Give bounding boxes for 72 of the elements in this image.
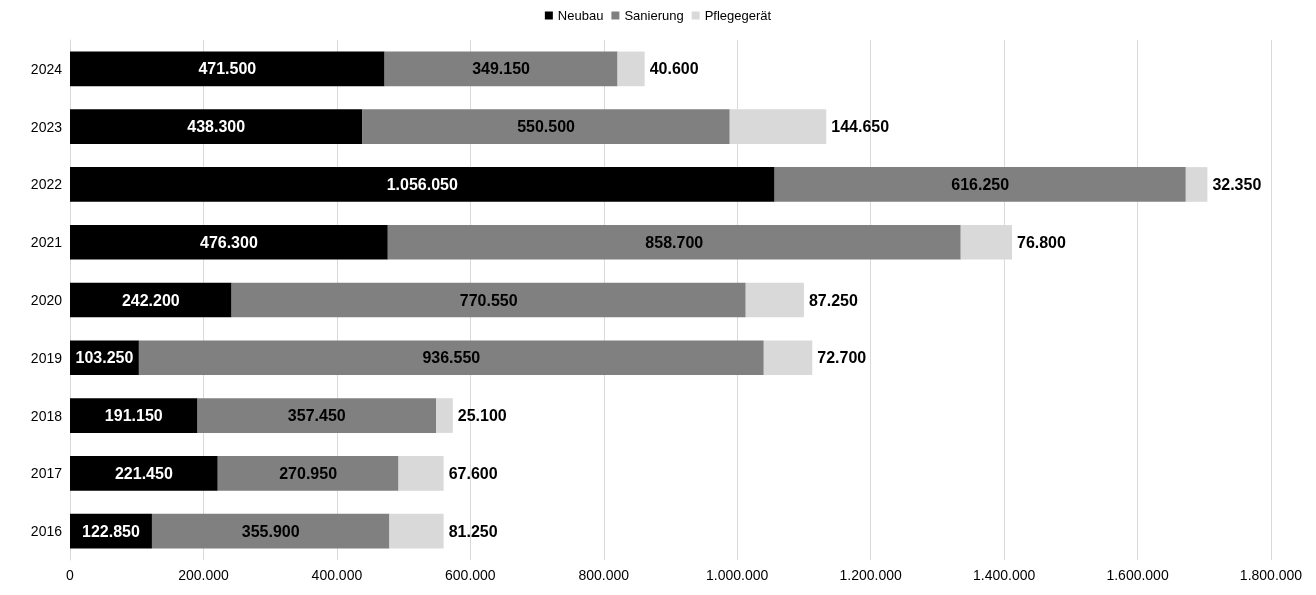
bar xyxy=(387,224,961,260)
y-tick-label: 2020 xyxy=(30,292,63,308)
bar xyxy=(70,398,198,433)
data-label: 471.500 xyxy=(198,60,257,78)
y-tick-label: 2019 xyxy=(30,349,63,366)
x-tick-label: 600.000 xyxy=(445,567,496,583)
y-tick-label: 2018 xyxy=(30,407,63,424)
bar xyxy=(362,109,730,144)
data-label: 191.150 xyxy=(104,407,163,425)
bar xyxy=(217,456,399,491)
y-tick-label: 2021 xyxy=(30,234,63,251)
x-tick-label: 1.800.000 xyxy=(1239,567,1303,583)
bar xyxy=(617,51,645,87)
bar xyxy=(763,340,813,376)
y-tick-label: 2022 xyxy=(30,176,63,193)
bar xyxy=(197,398,437,433)
data-label: 242.200 xyxy=(121,291,180,309)
legend-label: Pflegegerät xyxy=(704,8,772,23)
bar xyxy=(70,167,775,202)
data-label: 770.550 xyxy=(459,291,518,309)
bar xyxy=(70,224,388,260)
data-label: 858.700 xyxy=(645,233,704,251)
x-tick-label: 1.000.000 xyxy=(706,567,769,583)
bar xyxy=(151,513,390,549)
y-tick-label: 2016 xyxy=(30,523,63,540)
data-label: 357.450 xyxy=(287,407,346,425)
legend-label: Neubau xyxy=(557,8,604,23)
data-label: 76.800 xyxy=(1016,233,1067,251)
data-label: 72.700 xyxy=(817,349,867,367)
data-label: 103.250 xyxy=(75,349,134,367)
data-label: 349.150 xyxy=(472,60,531,78)
bar xyxy=(389,513,444,549)
bar xyxy=(745,282,804,318)
bar xyxy=(138,340,764,376)
x-tick-label: 1.600.000 xyxy=(1106,567,1169,583)
bar xyxy=(774,167,1186,202)
bar xyxy=(384,51,618,87)
bar xyxy=(70,456,218,491)
data-label: 438.300 xyxy=(187,118,246,136)
data-label: 616.250 xyxy=(951,175,1010,193)
data-label: 221.450 xyxy=(114,464,173,482)
data-label: 122.850 xyxy=(82,522,140,540)
x-tick-label: 200.000 xyxy=(178,567,229,583)
bar xyxy=(1185,167,1208,202)
data-label: 32.350 xyxy=(1212,175,1262,193)
data-label: 270.950 xyxy=(279,464,338,482)
data-label: 1.056.050 xyxy=(386,175,458,193)
bar xyxy=(231,282,746,318)
x-tick-label: 1.200.000 xyxy=(839,567,903,583)
data-label: 144.650 xyxy=(831,118,890,136)
bar xyxy=(436,398,453,433)
legend-label: Sanierung xyxy=(624,8,684,23)
data-label: 87.250 xyxy=(808,291,858,309)
x-tick-label: 1.400.000 xyxy=(972,567,1036,583)
data-label: 355.900 xyxy=(241,522,300,540)
data-label: 40.600 xyxy=(649,60,699,78)
x-tick-label: 800.000 xyxy=(578,567,630,583)
y-tick-label: 2023 xyxy=(30,118,63,135)
x-tick-label: 400.000 xyxy=(311,567,363,583)
bar xyxy=(70,282,232,318)
x-tick-label: 0 xyxy=(66,567,75,583)
bar xyxy=(70,51,385,87)
data-label: 476.300 xyxy=(199,233,258,251)
data-label: 25.100 xyxy=(457,407,507,425)
bar xyxy=(398,456,444,491)
data-label: 550.500 xyxy=(517,118,576,136)
bar xyxy=(70,109,363,144)
y-tick-label: 2024 xyxy=(30,60,63,77)
data-label: 67.600 xyxy=(448,464,498,482)
data-label: 936.550 xyxy=(422,349,481,367)
y-tick-label: 2017 xyxy=(30,465,63,482)
data-label: 81.250 xyxy=(448,522,498,540)
